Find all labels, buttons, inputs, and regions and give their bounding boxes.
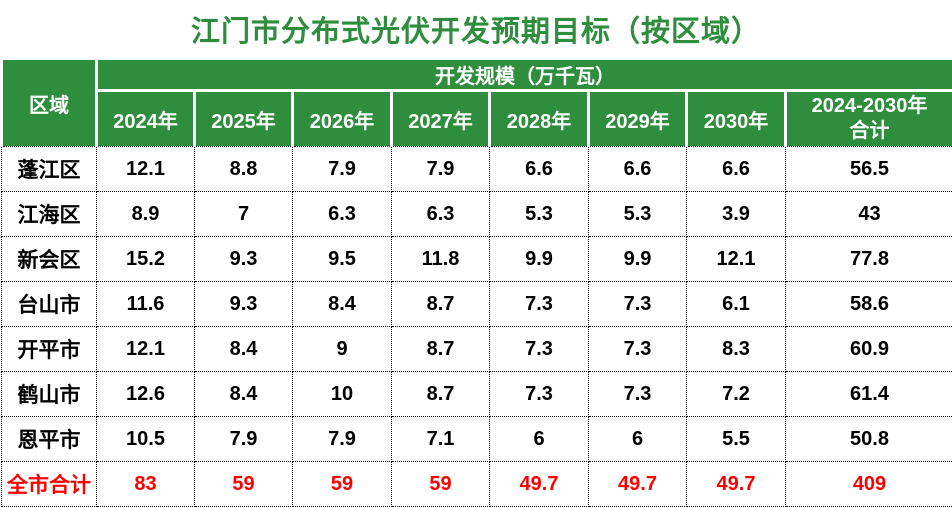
value-cell: 7.3 (489, 281, 589, 327)
table-row: 台山市 11.6 9.3 8.4 8.7 7.3 7.3 6.1 58.6 (1, 281, 952, 327)
value-cell: 9.3 (194, 281, 293, 327)
region-cell: 新会区 (1, 236, 97, 282)
value-cell: 59 (292, 461, 392, 507)
value-cell: 7.3 (588, 371, 687, 417)
table-header: 区域 开发规模（万千瓦） 2024年 2025年 2026年 2027年 2028年 20… (0, 57, 952, 147)
value-cell: 9.5 (292, 236, 392, 282)
value-cell: 49.7 (686, 461, 786, 507)
value-cell: 7.2 (686, 371, 786, 417)
year-header: 2026年 (291, 89, 393, 147)
table-row: 恩平市 10.5 7.9 7.9 7.1 6 6 5.5 50.8 (1, 416, 952, 462)
value-cell: 8.4 (292, 281, 392, 327)
value-cell: 5.3 (489, 191, 589, 237)
value-cell: 10 (292, 371, 392, 417)
value-cell: 6.6 (686, 146, 786, 192)
value-cell: 8.8 (194, 146, 293, 192)
value-cell: 8.9 (96, 191, 195, 237)
value-cell: 49.7 (588, 461, 687, 507)
value-cell: 59 (194, 461, 293, 507)
region-cell: 江海区 (1, 191, 97, 237)
value-cell: 7.3 (588, 281, 687, 327)
value-cell: 49.7 (489, 461, 589, 507)
value-cell: 56.5 (785, 146, 952, 192)
region-cell: 恩平市 (1, 416, 97, 462)
value-cell: 6.3 (292, 191, 392, 237)
value-cell: 9.9 (489, 236, 589, 282)
region-cell: 鹤山市 (1, 371, 97, 417)
value-cell: 61.4 (785, 371, 952, 417)
value-cell: 77.8 (785, 236, 952, 282)
value-cell: 83 (96, 461, 195, 507)
value-cell: 9 (292, 326, 392, 372)
value-cell: 409 (785, 461, 952, 507)
value-cell: 7.3 (489, 326, 589, 372)
value-cell: 9.9 (588, 236, 687, 282)
value-cell: 59 (391, 461, 490, 507)
value-cell: 8.7 (391, 326, 490, 372)
value-cell: 12.1 (96, 146, 195, 192)
year-header: 2028年 (488, 89, 590, 147)
table-body: 蓬江区 12.1 8.8 7.9 7.9 6.6 6.6 6.6 56.5 江海区 8.9 7 6.3 6… (1, 146, 952, 507)
value-cell: 7.3 (489, 371, 589, 417)
value-cell: 5.5 (686, 416, 786, 462)
region-cell: 蓬江区 (1, 146, 97, 192)
region-cell: 台山市 (1, 281, 97, 327)
value-cell: 7.9 (292, 416, 392, 462)
value-cell: 9.3 (194, 236, 293, 282)
value-cell: 8.4 (194, 371, 293, 417)
value-cell: 6.6 (588, 146, 687, 192)
value-cell: 11.6 (96, 281, 195, 327)
value-cell: 8.4 (194, 326, 293, 372)
year-header: 2030年 (685, 89, 787, 147)
value-cell: 7 (194, 191, 293, 237)
value-cell: 7.9 (391, 146, 490, 192)
value-cell: 7.3 (588, 326, 687, 372)
value-cell: 7.1 (391, 416, 490, 462)
value-cell: 6.3 (391, 191, 490, 237)
year-header-row: 2024年 2025年 2026年 2027年 2028年 2029年 2030年 2024-… (2, 89, 952, 147)
value-cell: 12.1 (686, 236, 786, 282)
table-row: 开平市 12.1 8.4 9 8.7 7.3 7.3 8.3 60.9 (1, 326, 952, 372)
value-cell: 5.3 (588, 191, 687, 237)
year-header: 2029年 (587, 89, 688, 147)
region-cell: 开平市 (1, 326, 97, 372)
value-cell: 7.9 (194, 416, 293, 462)
value-cell: 8.3 (686, 326, 786, 372)
year-header: 2024年 (95, 89, 196, 147)
value-cell: 10.5 (96, 416, 195, 462)
value-cell: 60.9 (785, 326, 952, 372)
group-header: 开发规模（万千瓦） (95, 57, 952, 92)
table-row: 新会区 15.2 9.3 9.5 11.8 9.9 9.9 12.1 77.8 (1, 236, 952, 282)
value-cell: 12.1 (96, 326, 195, 372)
value-cell: 12.6 (96, 371, 195, 417)
value-cell: 43 (785, 191, 952, 237)
value-cell: 50.8 (785, 416, 952, 462)
value-cell: 7.9 (292, 146, 392, 192)
value-cell: 6.6 (489, 146, 589, 192)
value-cell: 6 (489, 416, 589, 462)
value-cell: 58.6 (785, 281, 952, 327)
table-row: 江海区 8.9 7 6.3 6.3 5.3 5.3 3.9 43 (1, 191, 952, 237)
page-title: 江门市分布式光伏开发预期目标（按区域） (190, 15, 761, 48)
table-row: 蓬江区 12.1 8.8 7.9 7.9 6.6 6.6 6.6 56.5 (1, 146, 952, 192)
value-cell: 6.1 (686, 281, 786, 327)
corner-header: 区域 (0, 57, 98, 147)
pv-targets-table: 区域 开发规模（万千瓦） 2024年 2025年 2026年 2027年 2028年 20… (0, 57, 952, 507)
value-cell: 3.9 (686, 191, 786, 237)
value-cell: 8.7 (391, 371, 490, 417)
value-cell: 15.2 (96, 236, 195, 282)
year-header: 2025年 (193, 89, 294, 147)
value-cell: 11.8 (391, 236, 490, 282)
group-header-row: 区域 开发规模（万千瓦） (0, 57, 952, 147)
region-cell: 全市合计 (1, 461, 97, 507)
table-row: 鹤山市 12.6 8.4 10 8.7 7.3 7.3 7.2 61.4 (1, 371, 952, 417)
value-cell: 6 (588, 416, 687, 462)
total-row: 全市合计 83 59 59 59 49.7 49.7 49.7 409 (1, 461, 952, 507)
value-cell: 8.7 (391, 281, 490, 327)
total-column-header: 2024-2030年 合计 (784, 89, 952, 147)
year-header: 2027年 (390, 89, 491, 147)
